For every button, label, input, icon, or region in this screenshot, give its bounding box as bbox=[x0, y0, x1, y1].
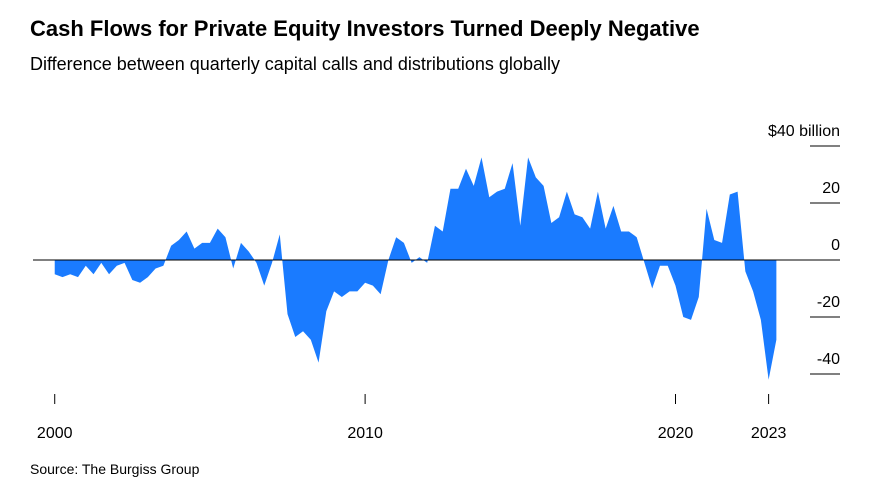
area bbox=[54, 157, 777, 380]
chart-subtitle: Difference between quarterly capital cal… bbox=[30, 54, 560, 74]
x-tick-label: 2000 bbox=[37, 425, 73, 442]
x-tick-label: 2020 bbox=[658, 425, 694, 442]
y-tick-label: $40 billion bbox=[768, 123, 840, 140]
x-tick-label: 2010 bbox=[347, 425, 383, 442]
chart-title: Cash Flows for Private Equity Investors … bbox=[30, 16, 700, 41]
y-tick-label: -20 bbox=[817, 294, 840, 311]
x-tick-label: 2023 bbox=[751, 425, 787, 442]
y-tick-label: 20 bbox=[822, 180, 840, 197]
source: Source: The Burgiss Group bbox=[30, 461, 200, 477]
y-tick-label: -40 bbox=[817, 351, 840, 368]
y-tick-label: 0 bbox=[831, 237, 840, 254]
